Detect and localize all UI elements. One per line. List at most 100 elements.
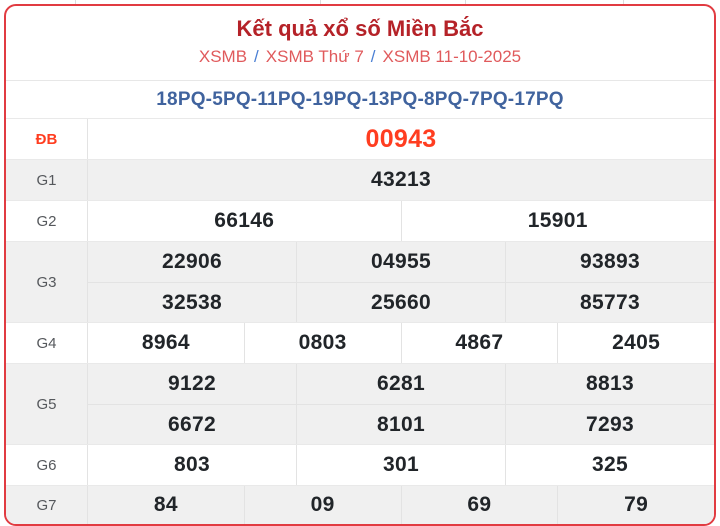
prize-row-g5: G5 9122 6281 8813 6672 8101 7293 <box>6 363 714 444</box>
breadcrumb-separator: / <box>254 47 259 67</box>
page-title: Kết quả xổ số Miền Bắc <box>236 16 484 41</box>
breadcrumb-link-xsmb-date[interactable]: XSMB 11-10-2025 <box>382 47 522 67</box>
prize-value-cell: 43213 <box>88 160 714 200</box>
prize-label-db: ĐB <box>35 130 58 148</box>
prize-value-cell: 32538 <box>88 283 296 322</box>
prize-number: 6672 <box>168 412 216 436</box>
prize-values: 66146 15901 <box>88 201 714 241</box>
prize-value-cell: 4867 <box>400 323 558 363</box>
prize-value-cell: 15901 <box>400 201 715 241</box>
prize-number: 325 <box>592 453 628 476</box>
prize-values: 84 09 69 79 <box>88 486 714 524</box>
prize-number: 6281 <box>377 372 425 395</box>
breadcrumb-link-xsmb[interactable]: XSMB <box>198 47 248 67</box>
prize-value-cell: 84 <box>88 486 244 524</box>
prize-value-cell: 69 <box>400 486 558 524</box>
prize-value-cell: 00943 <box>88 119 714 159</box>
prize-value-cell: 6281 <box>296 364 505 404</box>
loto-codes-text: 18PQ-5PQ-11PQ-19PQ-13PQ-8PQ-7PQ-17PQ <box>156 88 564 110</box>
prize-label-g1: G1 <box>36 171 57 189</box>
prize-label-g5: G5 <box>36 395 57 413</box>
prize-number: 4867 <box>455 331 504 354</box>
prize-row-db: ĐB 00943 <box>6 118 714 159</box>
prize-label-g2: G2 <box>36 212 57 230</box>
prize-value-cell: 22906 <box>88 242 296 282</box>
prize-label-cell: G3 <box>6 242 88 322</box>
prize-number: 04955 <box>371 250 431 273</box>
prize-number: 8813 <box>586 372 634 395</box>
prize-label-g3: G3 <box>36 273 57 291</box>
prize-value-cell: 6672 <box>88 405 296 444</box>
prize-value-cell: 93893 <box>505 242 714 282</box>
prize-value-cell: 8813 <box>505 364 714 404</box>
prize-number: 2405 <box>612 331 661 354</box>
prize-value-cell: 301 <box>296 445 505 485</box>
prize-number: 0803 <box>298 331 347 354</box>
prize-value-cell: 8101 <box>296 405 505 444</box>
prize-number: 09 <box>310 493 335 516</box>
prize-value-cell: 9122 <box>88 364 296 404</box>
prize-label-g6: G6 <box>36 456 57 474</box>
prize-label-cell: G6 <box>6 445 88 485</box>
prize-number: 25660 <box>371 290 431 314</box>
prize-number: 85773 <box>580 290 640 314</box>
prize-number: 69 <box>467 493 492 516</box>
prize-number: 22906 <box>162 250 222 273</box>
column-divider-artifact <box>320 0 321 4</box>
prize-number: 79 <box>624 493 649 516</box>
lottery-results-card: Kết quả xổ số Miền Bắc XSMB / XSMB Thứ 7/X… <box>4 4 716 526</box>
prize-value-cell: 7293 <box>505 405 714 444</box>
prize-row-g7: G7 84 09 69 79 <box>6 485 714 524</box>
prize-number: 15901 <box>527 209 588 232</box>
prize-value-cell: 325 <box>505 445 714 485</box>
prize-values: 22906 04955 93893 32538 25660 85773 <box>88 242 714 322</box>
prize-number: 43213 <box>371 168 431 191</box>
prize-number: 32538 <box>162 290 222 314</box>
prize-row-g4: G4 8964 0803 4867 2405 <box>6 322 714 363</box>
prize-row-g6: G6 803 301 325 <box>6 444 714 485</box>
column-divider-artifact <box>623 0 624 4</box>
prize-value-cell: 04955 <box>296 242 505 282</box>
prize-number: 8101 <box>377 412 425 436</box>
breadcrumb-link-xsmb-thu7[interactable]: XSMB Thứ 7 <box>265 47 364 67</box>
prize-number: 84 <box>153 493 178 516</box>
prize-label-cell: G7 <box>6 486 88 524</box>
prize-number: 301 <box>383 453 419 476</box>
prize-label-cell: G2 <box>6 201 88 241</box>
prize-value-cell: 09 <box>243 486 401 524</box>
prize-number: 803 <box>174 453 210 476</box>
prize-values: 43213 <box>88 160 714 200</box>
card-header: Kết quả xổ số Miền Bắc XSMB / XSMB Thứ 7/X… <box>6 6 714 81</box>
prize-value-cell: 803 <box>88 445 296 485</box>
prize-value-cell: 66146 <box>88 201 401 241</box>
loto-codes-row: 18PQ-5PQ-11PQ-19PQ-13PQ-8PQ-7PQ-17PQ <box>6 81 714 118</box>
prize-number: 7293 <box>586 412 634 436</box>
column-divider-artifact <box>465 0 466 4</box>
prize-value-cell: 0803 <box>243 323 401 363</box>
prize-label-cell: G4 <box>6 323 88 363</box>
prize-value-cell: 2405 <box>557 323 714 363</box>
prize-number: 93893 <box>580 250 640 273</box>
prize-row-g2: G2 66146 15901 <box>6 200 714 241</box>
prize-value-cell: 25660 <box>296 283 505 322</box>
prize-label-g4: G4 <box>36 334 57 352</box>
prize-values: 803 301 325 <box>88 445 714 485</box>
prize-label-cell: G1 <box>6 160 88 200</box>
prize-values: 8964 0803 4867 2405 <box>88 323 714 363</box>
prize-value-cell: 85773 <box>505 283 714 322</box>
prize-label-g7: G7 <box>36 496 57 514</box>
breadcrumb: XSMB / XSMB Thứ 7 / XSMB 11-10-2025 <box>6 47 714 67</box>
breadcrumb-separator: / <box>370 47 376 67</box>
prize-label-cell: G5 <box>6 364 88 444</box>
prize-values: 00943 <box>88 119 714 159</box>
prize-values: 9122 6281 8813 6672 8101 7293 <box>88 364 714 444</box>
prize-row-g3: G3 22906 04955 93893 32538 25660 85773 <box>6 241 714 322</box>
prize-row-g1: G1 43213 <box>6 159 714 200</box>
prize-number: 8964 <box>141 331 190 354</box>
special-prize-number: 00943 <box>365 124 437 153</box>
prize-number: 66146 <box>214 209 275 232</box>
prize-number: 9122 <box>168 372 216 395</box>
prize-label-cell: ĐB <box>6 119 88 159</box>
page-top-divider <box>0 0 720 4</box>
prize-value-cell: 79 <box>557 486 714 524</box>
